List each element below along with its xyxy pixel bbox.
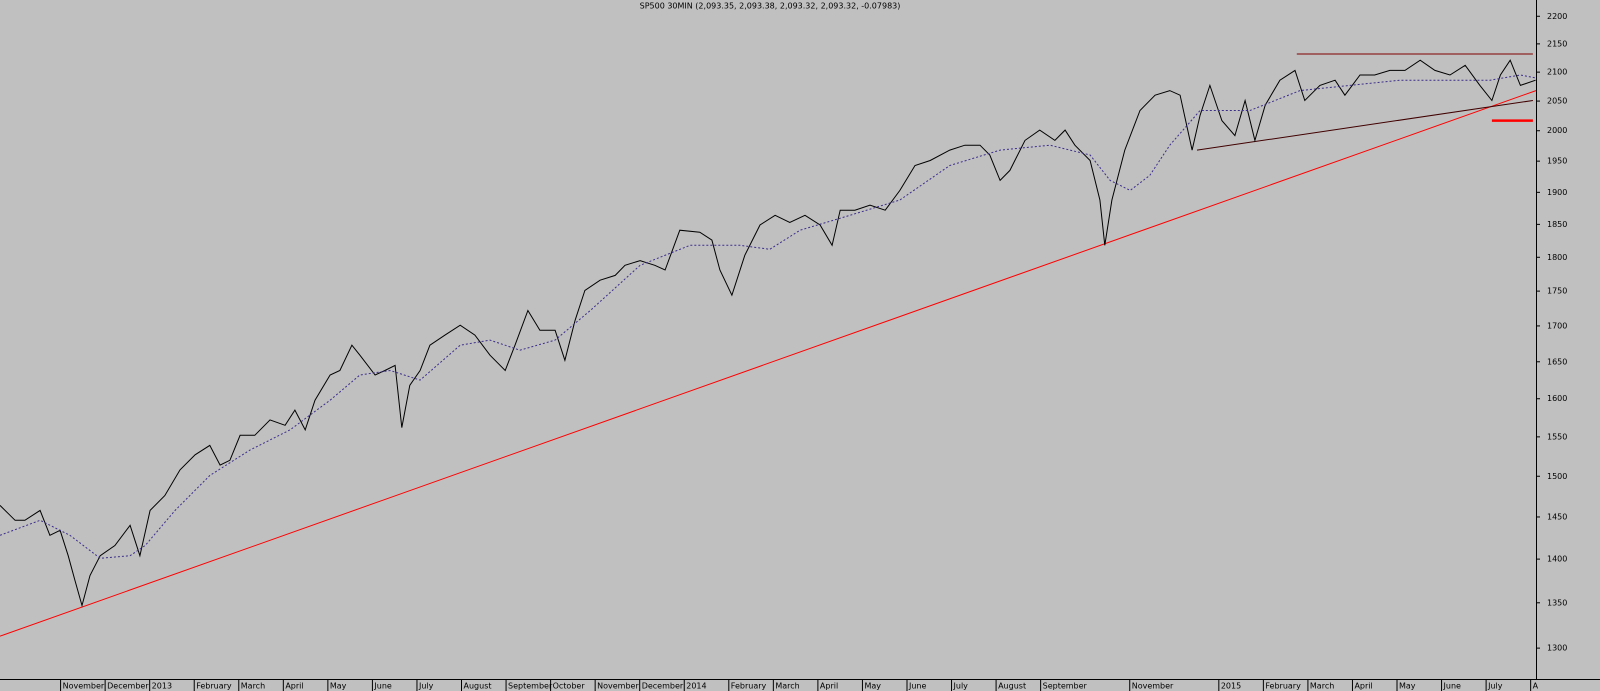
y-tick-label: 1450 <box>1547 512 1567 521</box>
x-tick-label: November <box>63 682 105 691</box>
price-line <box>0 59 1536 608</box>
y-tick-label: 1550 <box>1547 432 1567 441</box>
y-tick-label: 1950 <box>1547 157 1567 166</box>
x-tick-label: June <box>373 682 392 691</box>
y-tick-label: 1750 <box>1547 287 1567 296</box>
x-tick-label: June <box>1443 682 1462 691</box>
x-tick-label: February <box>1265 682 1301 691</box>
x-tick-label: September <box>1043 682 1088 691</box>
y-tick-label: 2200 <box>1547 12 1567 21</box>
x-tick-label: April <box>285 682 303 691</box>
x-tick-label: October <box>553 682 586 691</box>
y-tick-label: 1800 <box>1547 253 1567 262</box>
x-tick-label: April <box>1354 682 1372 691</box>
x-tick-label: August <box>998 682 1026 691</box>
x-tick-label: February <box>731 682 767 691</box>
x-tick-label: June <box>908 682 927 691</box>
x-tick-label: August <box>464 682 492 691</box>
y-tick-label: 1350 <box>1547 598 1567 607</box>
x-tick-label: December <box>642 682 684 691</box>
x-tick-label: September <box>508 682 553 691</box>
x-tick-label: March <box>1310 682 1334 691</box>
x-tick-label: February <box>196 682 232 691</box>
x-tick-label: November <box>597 682 639 691</box>
y-tick-label: 2150 <box>1547 39 1567 48</box>
x-tick-label: May <box>864 682 881 691</box>
x-tick-label: March <box>775 682 799 691</box>
x-tick-label: July <box>953 682 969 691</box>
x-tick-label: April <box>820 682 838 691</box>
x-tick-label: May <box>1399 682 1416 691</box>
y-tick-label: 1850 <box>1547 220 1567 229</box>
y-tick-label: 2000 <box>1547 126 1567 135</box>
x-tick-label: July <box>1487 682 1503 691</box>
y-tick-label: 1300 <box>1547 644 1567 653</box>
y-tick-label: 1400 <box>1547 555 1567 564</box>
y-tick-label: 2100 <box>1547 68 1567 77</box>
y-tick-label: 2050 <box>1547 97 1567 106</box>
x-tick-label: July <box>418 682 434 691</box>
y-tick-label: 1500 <box>1547 472 1567 481</box>
y-tick-label: 1700 <box>1547 321 1567 330</box>
x-tick-label: May <box>330 682 347 691</box>
x-tick-label: March <box>241 682 265 691</box>
x-tick-label: 2013 <box>152 682 172 691</box>
y-tick-label: 1600 <box>1547 394 1567 403</box>
chart-title: SP500 30MIN (2,093.35, 2,093.38, 2,093.3… <box>640 2 901 11</box>
x-tick-label: 2015 <box>1221 682 1241 691</box>
y-tick-label: 1650 <box>1547 357 1567 366</box>
trendline <box>1196 100 1533 151</box>
x-tick-label: A <box>1533 682 1539 691</box>
x-tick-label: December <box>107 682 149 691</box>
trendline <box>0 90 1537 637</box>
moving-average <box>0 74 1536 559</box>
y-tick-label: 1900 <box>1547 188 1567 197</box>
x-tick-label: 2014 <box>686 682 706 691</box>
x-tick-label: November <box>1132 682 1174 691</box>
